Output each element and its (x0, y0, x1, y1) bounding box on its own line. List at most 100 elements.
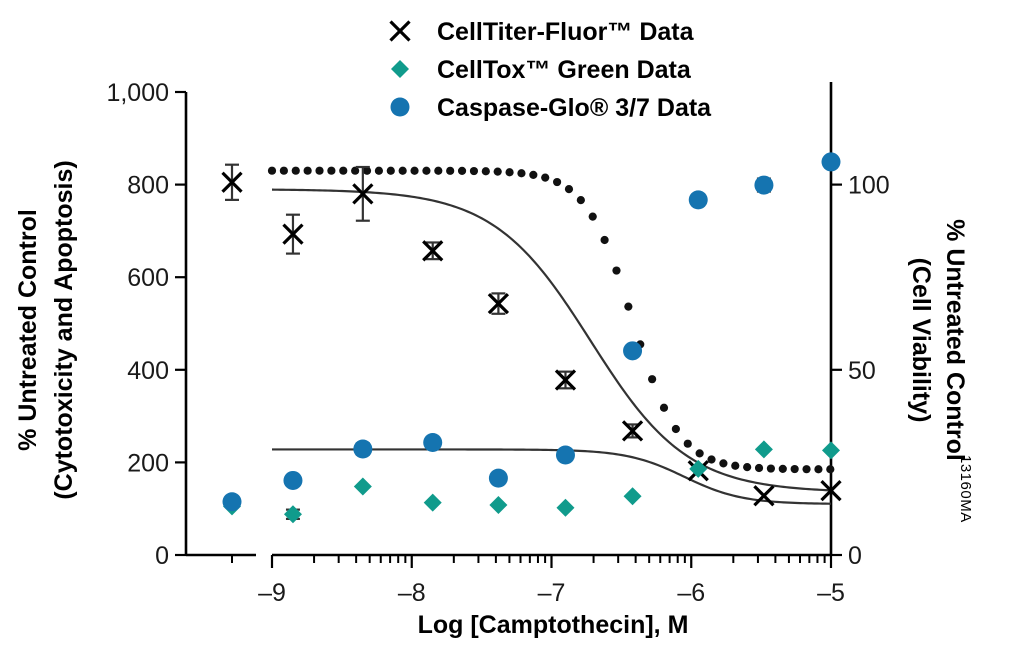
y-ticklabel-left: 600 (127, 264, 169, 292)
fit-dot-2 (469, 166, 479, 176)
legend-label-1: CellTox™ Green Data (437, 56, 692, 84)
fit-dot-2 (457, 166, 467, 176)
watermark-text: 13160MA (957, 455, 974, 523)
fit-dot-2 (826, 465, 835, 474)
datapoint-1 (353, 477, 372, 496)
datapoint-0 (282, 223, 304, 245)
fit-dot-2 (422, 166, 431, 175)
fit-dot-2 (683, 439, 692, 448)
fit-dot-2 (303, 166, 312, 175)
fit-dot-2 (351, 166, 360, 175)
fit-dot-2 (327, 166, 336, 175)
x-ticklabel: –5 (817, 579, 845, 607)
datapoint-2 (222, 492, 242, 512)
datapoint-1 (283, 505, 302, 524)
datapoint-2 (423, 432, 443, 452)
y-axis-title-right-line2: (Cell Viability) (907, 258, 935, 423)
datapoint-2 (353, 439, 373, 459)
fit-dot-2 (624, 302, 633, 311)
fit-dot-2 (802, 465, 811, 474)
datapoint-2 (688, 190, 708, 210)
datapoint-2 (283, 470, 303, 490)
x-ticklabel: –8 (398, 579, 426, 607)
fit-dot-2 (362, 166, 372, 175)
fit-dot-2 (576, 195, 585, 205)
datapoint-2 (555, 445, 575, 465)
fit-dot-2 (398, 166, 407, 175)
fit-dot-2 (754, 463, 764, 473)
fit-dot-2 (778, 464, 787, 473)
x-ticklabel: –7 (538, 579, 566, 607)
fit-dot-2 (291, 166, 300, 175)
datapoint-0 (554, 369, 577, 391)
fit-dot-2 (505, 168, 514, 177)
datapoint-2 (488, 468, 508, 488)
fit-dot-2 (386, 166, 395, 175)
fit-dot-2 (493, 167, 502, 176)
fit-dot-2 (588, 212, 597, 221)
fit-dot-2 (707, 455, 716, 464)
fit-dot-2 (600, 235, 609, 245)
datapoint-0 (422, 240, 444, 262)
datapoint-0 (221, 171, 243, 193)
fit-dot-2 (659, 403, 669, 412)
datapoint-1 (689, 459, 708, 478)
fit-dot-2 (517, 169, 526, 178)
fit-curve-1 (272, 448, 832, 505)
datapoint-0 (487, 292, 510, 315)
fit-dot-2 (529, 170, 538, 180)
fit-dot-2 (743, 463, 752, 472)
x-ticklabel: –9 (258, 579, 286, 607)
legend-marker-1 (391, 60, 409, 78)
datapoint-1 (822, 441, 840, 460)
fit-dot-2 (695, 449, 704, 458)
fit-dot-2 (339, 166, 348, 175)
fit-dot-2 (564, 184, 574, 194)
y-ticklabel-left: 800 (127, 172, 169, 200)
fit-dot-2 (541, 173, 550, 182)
datapoint-1 (754, 440, 773, 459)
fit-dot-2 (410, 166, 419, 175)
datapoint-0 (621, 420, 644, 442)
datapoint-1 (489, 495, 508, 514)
fit-dot-2 (552, 177, 562, 187)
legend-marker-0 (389, 20, 411, 42)
datapoint-1 (556, 498, 575, 517)
legend-label-0: CellTiter-Fluor™ Data (437, 18, 695, 46)
fit-dot-2 (612, 266, 621, 275)
watermark: 13160MA (944, 455, 984, 575)
y-ticklabel-right: 100 (848, 172, 890, 200)
fit-dot-2 (731, 461, 740, 470)
fit-dot-2 (374, 166, 384, 175)
x-ticklabel: –6 (677, 579, 705, 607)
fit-dot-2 (279, 166, 288, 175)
y-ticklabel-right: 50 (848, 357, 876, 385)
legend-marker-2 (390, 97, 410, 117)
fit-dot-2 (671, 424, 680, 434)
datapoint-0 (820, 480, 842, 502)
fit-dot-2 (446, 166, 455, 175)
fit-dot-2 (719, 459, 728, 468)
fit-dot-2 (814, 465, 823, 474)
fit-dot-2 (315, 166, 324, 175)
y-ticklabel-right: 0 (848, 542, 862, 570)
datapoint-2 (821, 152, 841, 172)
datapoint-1 (423, 493, 442, 512)
datapoint-0 (352, 183, 374, 205)
datapoint-1 (623, 487, 642, 506)
datapoint-0 (753, 485, 775, 507)
y-ticklabel-left: 400 (127, 357, 169, 385)
y-ticklabel-left: 1,000 (106, 79, 169, 107)
fit-dot-2 (766, 464, 776, 473)
fit-dot-2 (267, 166, 277, 175)
legend-label-2: Caspase-Glo® 3/7 Data (437, 94, 712, 122)
y-ticklabel-left: 200 (127, 449, 169, 477)
y-axis-title-right-line1: % Untreated Control (941, 219, 969, 461)
fit-dot-2 (481, 167, 490, 176)
fit-dot-2 (648, 375, 657, 384)
y-axis-title-left-line1: % Untreated Control (14, 209, 42, 451)
datapoint-2 (754, 175, 774, 195)
datapoint-2 (623, 341, 643, 361)
